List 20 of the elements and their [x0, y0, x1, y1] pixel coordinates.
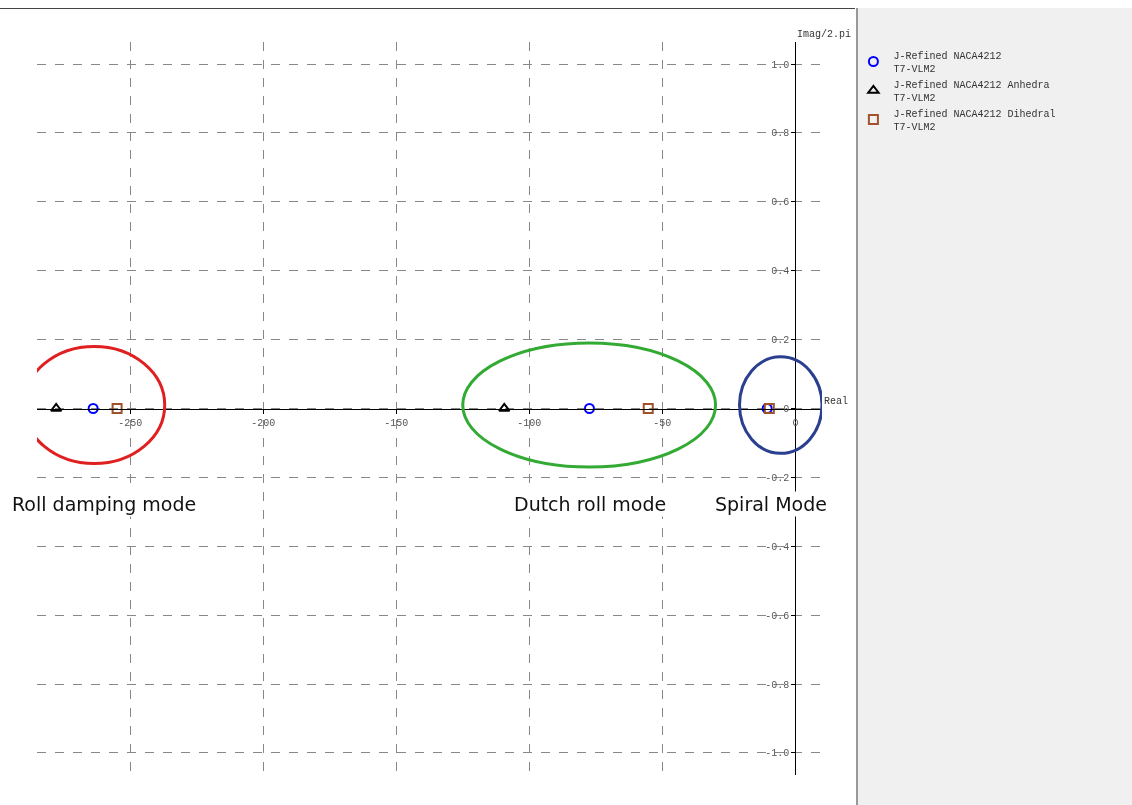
legend-label: J-Refined NACA4212 Anhedra T7-VLM2 [893, 79, 1050, 104]
annotation: Dutch roll mode [514, 493, 667, 515]
legend-label: J-Refined NACA4212 Dihedral T7-VLM2 [893, 108, 1056, 133]
y-tick-label: -0.6 [765, 610, 790, 622]
y-axis-title: Imag/2.pi [797, 29, 852, 40]
y-tick-label: -0.2 [765, 472, 790, 484]
y-tick-label: -0.4 [765, 541, 790, 553]
y-tick-label: 0.6 [771, 197, 790, 209]
x-axis-title: Real [824, 396, 849, 407]
y-tick-label: -1.0 [765, 748, 790, 760]
y-tick-label: 0.2 [771, 335, 790, 347]
legend-label: J-Refined NACA4212 T7-VLM2 [893, 50, 1002, 75]
y-tick-label: 0.4 [771, 266, 790, 278]
y-tick-label: 1.0 [771, 59, 790, 71]
y-tick-label: 0 [783, 404, 790, 415]
annotation: Roll damping mode [12, 493, 197, 515]
y-tick-label: -0.8 [765, 679, 790, 691]
y-tick-label: 0.8 [771, 128, 790, 140]
x-tick-label: 0 [792, 417, 799, 429]
annotation: Spiral Mode [715, 493, 827, 515]
